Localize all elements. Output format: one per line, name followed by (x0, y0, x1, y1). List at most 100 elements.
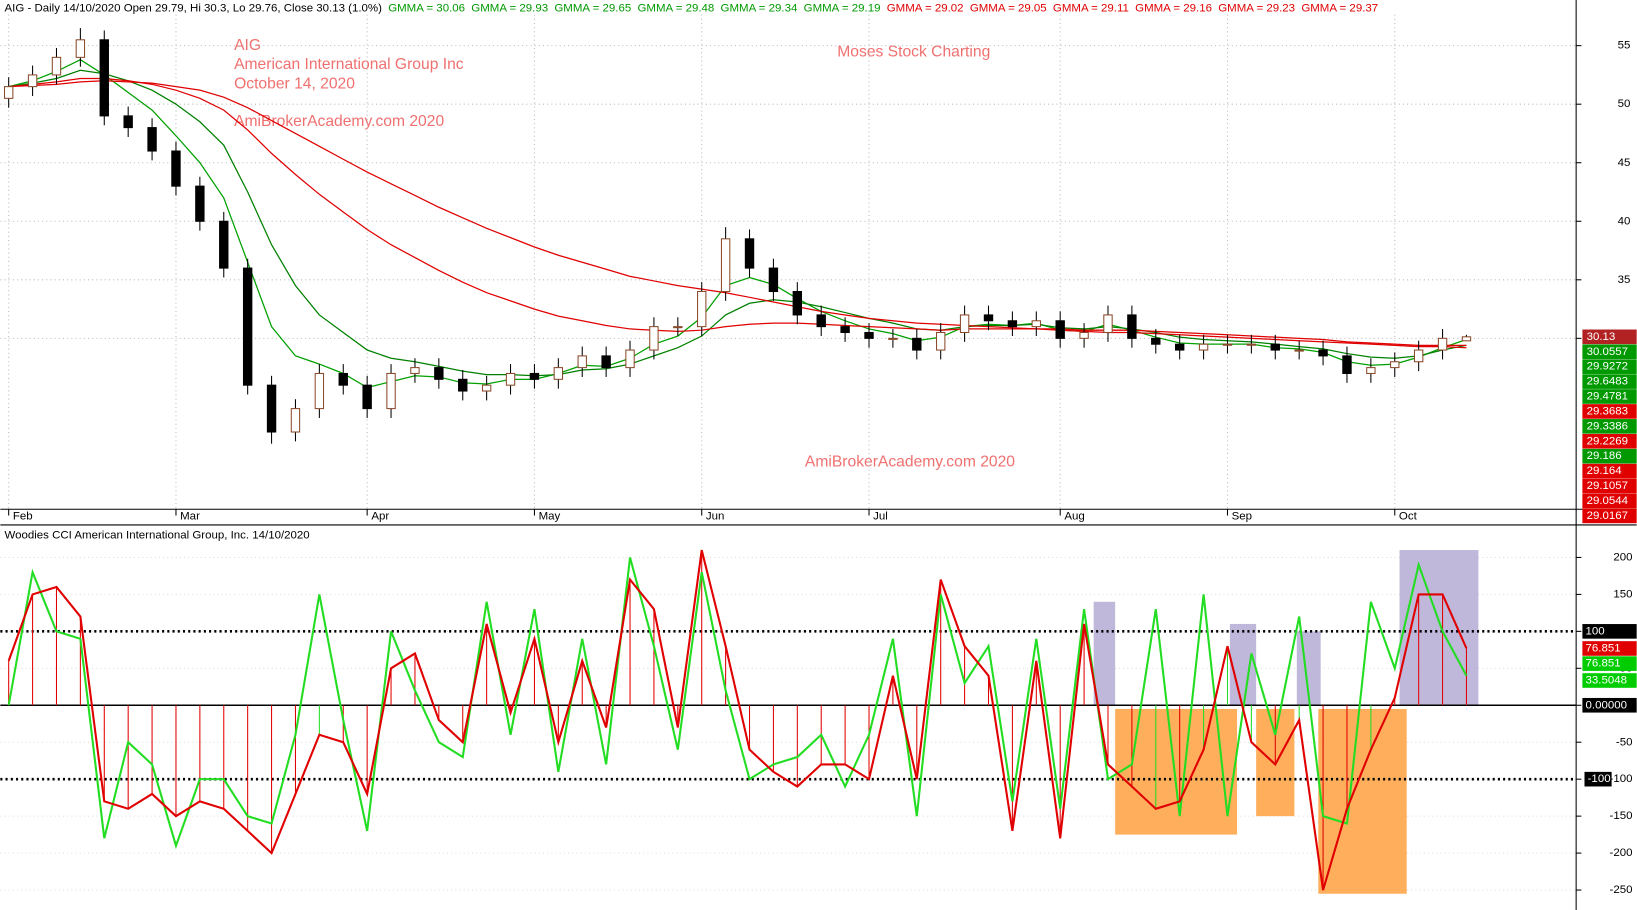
annotation: AmiBrokerAcademy.com 2020 (234, 113, 444, 130)
candle-body (816, 314, 826, 328)
price-tag-label: 29.4781 (1587, 391, 1628, 403)
candle-body (840, 326, 850, 334)
annotation: Moses Stock Charting (837, 43, 990, 60)
signal-zone (1399, 550, 1479, 706)
candle-body (577, 355, 587, 369)
cci-line (7, 557, 1468, 850)
y-tick-label: 35 (1618, 274, 1631, 286)
candle-body (242, 267, 253, 386)
price-tag (1582, 374, 1637, 389)
candle-body (147, 127, 157, 152)
candle-body (338, 372, 348, 386)
y-tick-label: -200 (1610, 847, 1633, 859)
gmma-line (8, 69, 1467, 377)
candle-body (1342, 355, 1352, 374)
gmma-header: GMMA = 29.11 (1053, 2, 1129, 14)
price-tag-label: 29.3683 (1587, 405, 1628, 417)
candle-body (1246, 343, 1257, 346)
candle-body (1318, 349, 1328, 357)
price-tag (1582, 433, 1637, 449)
candle-body (1031, 320, 1041, 328)
candle-body (1222, 343, 1233, 346)
gmma-header: GMMA = 29.37 (1301, 2, 1378, 14)
value-tag-label: 0.00000 (1586, 699, 1627, 711)
price-tag-label: 29.1057 (1587, 480, 1628, 492)
price-tag-label: 29.2269 (1587, 435, 1628, 447)
y-tick-label: 45 (1618, 157, 1631, 169)
y-tick-label: -250 (1610, 884, 1633, 896)
candle-body (888, 337, 898, 340)
price-tag (1582, 389, 1637, 404)
cci-line (7, 549, 1468, 891)
x-tick-label: Aug (1064, 511, 1084, 523)
gmma-line (8, 80, 1467, 349)
gmma-header: GMMA = 29.34 (721, 2, 798, 14)
candle-body (673, 326, 683, 329)
candle-body (123, 115, 133, 129)
candle-body (51, 56, 62, 76)
candle-body (481, 384, 492, 392)
y-tick-label: -100 (1610, 773, 1633, 785)
candle-body (1127, 314, 1137, 339)
candle-body (434, 367, 444, 380)
candle-body (458, 378, 468, 392)
price-header: AIG - Daily 14/10/2020 Open 29.79, Hi 30… (5, 2, 383, 14)
candle-body (529, 372, 540, 380)
candle-body (1270, 343, 1280, 351)
candle-body (1413, 349, 1424, 363)
value-tag (1582, 673, 1637, 688)
value-tag-label: 76.851 (1586, 642, 1621, 654)
y-tick-label: 50 (1618, 98, 1631, 110)
gmma-header: GMMA = 29.65 (554, 2, 631, 14)
price-tag (1582, 329, 1637, 345)
candle-body (362, 384, 372, 410)
gmma-header: GMMA = 29.05 (970, 2, 1047, 14)
gmma-header: GMMA = 29.23 (1218, 2, 1295, 14)
gmma-header: GMMA = 29.19 (804, 2, 881, 14)
candle-body (3, 86, 14, 99)
candle-body (983, 314, 994, 322)
value-tag (1582, 641, 1637, 656)
candle-body (697, 290, 707, 328)
price-tag-label: 29.186 (1587, 450, 1622, 462)
signal-zone (1229, 623, 1257, 706)
value-tag (1582, 697, 1637, 713)
signal-zone (1318, 708, 1407, 894)
candle-body (864, 331, 874, 339)
annotation: AmiBrokerAcademy.com 2020 (805, 453, 1015, 470)
x-tick-label: Feb (13, 511, 33, 523)
signal-zone (1093, 601, 1116, 706)
price-tag (1582, 448, 1637, 464)
x-tick-label: Oct (1399, 511, 1418, 523)
candle-body (649, 326, 659, 351)
x-tick-label: Sep (1232, 511, 1252, 523)
candle-body (314, 372, 325, 410)
price-tag-label: 29.0544 (1587, 495, 1629, 507)
candle-body (266, 384, 277, 433)
gmma-line (8, 77, 1467, 346)
price-tag-label: 29.6483 (1587, 376, 1628, 388)
candle-body (1151, 337, 1161, 345)
value-tag (1582, 656, 1637, 671)
candle-body (27, 74, 38, 88)
candle-body (505, 372, 516, 386)
candle-body (1198, 343, 1209, 351)
price-tag (1582, 359, 1637, 374)
price-tag (1582, 344, 1637, 360)
candle-body (1079, 331, 1089, 339)
price-tag-label: 30.13 (1587, 331, 1616, 343)
candle-body (171, 150, 181, 187)
price-tag-label: 29.3386 (1587, 420, 1628, 432)
price-tag (1582, 478, 1637, 494)
candle-body (601, 355, 611, 369)
gmma-header: GMMA = 29.48 (637, 2, 714, 14)
candle-body (1461, 336, 1472, 342)
value-tag-label: -100 (1588, 773, 1611, 785)
value-tag (1582, 624, 1637, 639)
y-tick-label: 150 (1613, 588, 1632, 600)
price-tag-label: 29.164 (1587, 465, 1623, 477)
candle-body (1007, 320, 1018, 328)
x-tick-label: May (539, 511, 561, 523)
